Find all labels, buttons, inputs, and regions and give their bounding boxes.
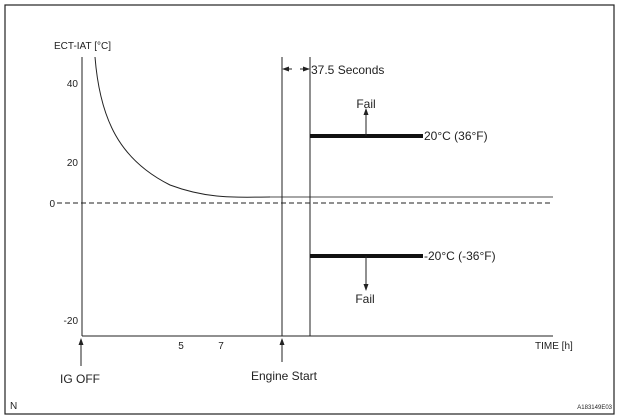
engine-start-label: Engine Start [251,369,318,383]
x-axis-label: TIME [h] [535,341,573,352]
x-tick-7: 7 [218,341,224,352]
upper-fail-label: Fail [356,97,375,111]
figure-id: A183149E03 [577,405,612,411]
y-tick-0: 0 [49,199,55,210]
corner-letter: N [10,401,17,412]
x-tick-5: 5 [178,341,184,352]
upper-threshold-label: 20°C (36°F) [424,129,488,143]
ig-off-label: IG OFF [60,372,100,386]
y-tick-minus-20: -20 [64,316,79,327]
y-tick-20: 20 [67,158,79,169]
y-tick-40: 40 [67,79,79,90]
lower-threshold-label: -20°C (-36°F) [424,249,496,263]
lower-fail-label: Fail [355,292,374,306]
y-axis-label: ECT-IAT [°C] [54,41,111,52]
frame [4,4,615,415]
temperature-curve [94,56,271,198]
interval-label: 37.5 Seconds [311,63,384,77]
